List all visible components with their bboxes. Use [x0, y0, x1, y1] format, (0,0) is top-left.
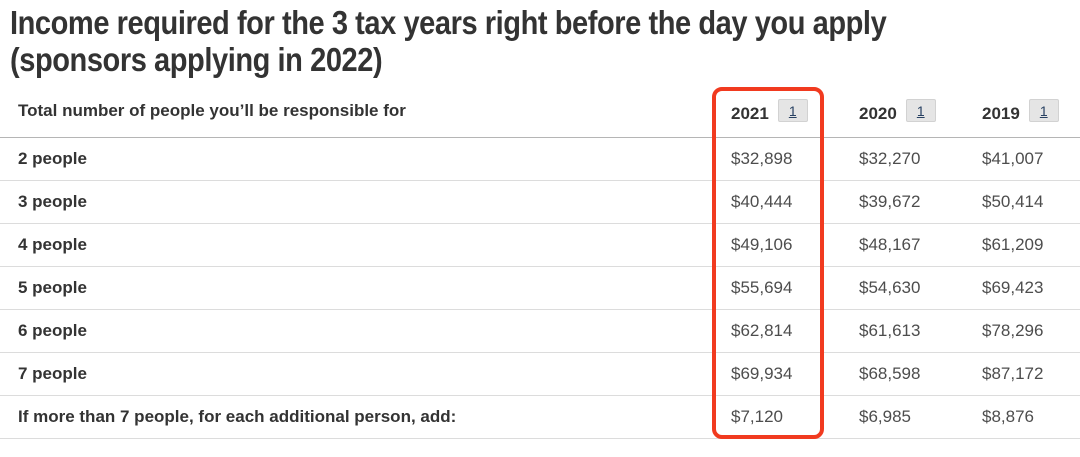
- row-label: 2 people: [0, 137, 712, 181]
- row-label: 7 people: [0, 352, 712, 396]
- page-title-line-2: (sponsors applying in 2022): [10, 41, 383, 78]
- table-header-row: Total number of people you’ll be respons…: [0, 86, 1080, 138]
- value-2019: $8,876: [963, 395, 1080, 439]
- table-row: 3 people $40,444 $39,672 $50,414: [0, 180, 1080, 224]
- page-title-line-1: Income required for the 3 tax years righ…: [10, 4, 887, 41]
- year-column-header-2020: 2020 1: [840, 86, 963, 138]
- value-2019: $87,172: [963, 352, 1080, 396]
- value-2020: $54,630: [840, 266, 963, 310]
- value-2021: $7,120: [712, 395, 840, 439]
- value-2021: $40,444: [712, 180, 840, 224]
- footnote-1-link-2019[interactable]: 1: [1028, 98, 1059, 122]
- value-2020: $6,985: [840, 395, 963, 439]
- row-label: 4 people: [0, 223, 712, 267]
- value-2021: $55,694: [712, 266, 840, 310]
- year-column-header-2019: 2019 1: [963, 86, 1080, 138]
- value-2021: $69,934: [712, 352, 840, 396]
- table-row: If more than 7 people, for each addition…: [0, 395, 1080, 439]
- value-2021: $49,106: [712, 223, 840, 267]
- row-label: 5 people: [0, 266, 712, 310]
- table-row: 2 people $32,898 $32,270 $41,007: [0, 137, 1080, 181]
- footnote-1-link-2021[interactable]: 1: [777, 98, 808, 122]
- table-row: 5 people $55,694 $54,630 $69,423: [0, 266, 1080, 310]
- year-label-2020: 2020: [859, 103, 897, 123]
- value-2020: $39,672: [840, 180, 963, 224]
- value-2020: $68,598: [840, 352, 963, 396]
- value-2020: $48,167: [840, 223, 963, 267]
- year-label-2021: 2021: [731, 103, 769, 123]
- value-2019: $78,296: [963, 309, 1080, 353]
- table-row: 4 people $49,106 $48,167 $61,209: [0, 223, 1080, 267]
- year-column-header-2021: 2021 1: [712, 86, 840, 138]
- value-2019: $69,423: [963, 266, 1080, 310]
- value-2020: $32,270: [840, 137, 963, 181]
- table-row: 7 people $69,934 $68,598 $87,172: [0, 352, 1080, 396]
- page-title: Income required for the 3 tax years righ…: [10, 4, 952, 78]
- table-row: 6 people $62,814 $61,613 $78,296: [0, 309, 1080, 353]
- people-column-header: Total number of people you’ll be respons…: [0, 86, 712, 138]
- footnote-1-link-2020[interactable]: 1: [905, 98, 936, 122]
- value-2021: $32,898: [712, 137, 840, 181]
- row-label: 6 people: [0, 309, 712, 353]
- value-2019: $50,414: [963, 180, 1080, 224]
- year-label-2019: 2019: [982, 103, 1020, 123]
- row-label: If more than 7 people, for each addition…: [0, 395, 712, 439]
- row-label: 3 people: [0, 180, 712, 224]
- income-requirements-table: Total number of people you’ll be respons…: [0, 86, 1080, 439]
- value-2021: $62,814: [712, 309, 840, 353]
- value-2019: $61,209: [963, 223, 1080, 267]
- value-2020: $61,613: [840, 309, 963, 353]
- value-2019: $41,007: [963, 137, 1080, 181]
